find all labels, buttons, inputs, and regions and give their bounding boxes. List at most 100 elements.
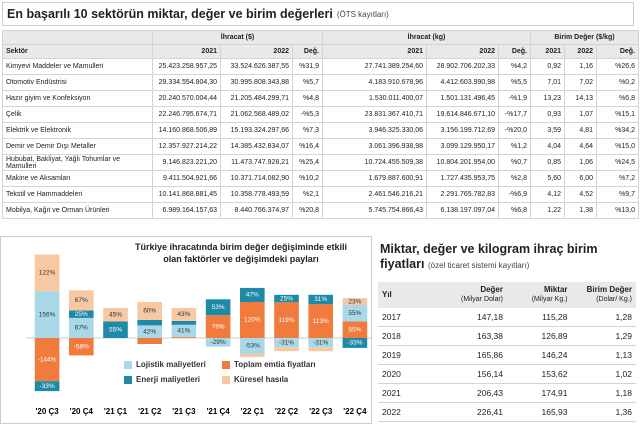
value-cell: -%5,3 — [292, 106, 323, 123]
value-cell: %7,2 — [596, 170, 639, 187]
value-cell: 10.358.778.493,59 — [220, 186, 293, 203]
value-cell: 5.745.754.866,43 — [322, 202, 427, 219]
value-label: -31% — [313, 339, 328, 346]
value-cell: 126,89 — [507, 326, 572, 346]
value-cell: 206,43 — [442, 383, 507, 403]
value-cell: %34,2 — [596, 122, 639, 139]
value-label: 25% — [75, 311, 88, 318]
value-label: 53% — [212, 304, 225, 311]
table-row: Mobilya, Kağıt ve Orman Ürünleri 6.989.16… — [2, 202, 639, 219]
bar-segment — [34, 254, 60, 292]
bar-segment — [205, 299, 231, 316]
value-cell: %26,6 — [596, 58, 639, 75]
bar-segment — [274, 338, 299, 348]
unit-table-title: Miktar, değer ve kilogram ihraç birim fi… — [380, 242, 636, 273]
value-cell: 115,28 — [507, 308, 572, 327]
value-cell: 14.160.868.506,89 — [152, 122, 221, 139]
value-cell: 1,16 — [564, 58, 597, 75]
unit-subtitle: (özel ticaret sistemi kayıtları) — [427, 261, 530, 270]
bar-segment — [274, 347, 299, 352]
bar-segment — [308, 347, 334, 352]
sector-cell: Kimyevi Maddeler ve Mamulleri — [2, 58, 153, 75]
value-cell: 0,92 — [530, 58, 565, 75]
sector-cell: Hububat, Bakliyat, Yağlı Tohumlar ve Mam… — [2, 154, 153, 171]
value-label: 113% — [313, 318, 329, 325]
value-cell: 1,38 — [564, 202, 597, 219]
x-tick-label: '21 Ç3 — [172, 407, 196, 416]
header-cell: Değ. — [292, 44, 323, 59]
bar-segment — [68, 317, 94, 338]
value-cell: 28.902.706.202,33 — [426, 58, 499, 75]
value-cell: -%17,7 — [498, 106, 531, 123]
bar-segment — [103, 308, 128, 322]
value-cell: %13,0 — [596, 202, 639, 219]
value-cell: 6,00 — [564, 170, 597, 187]
value-cell: %6,8 — [596, 90, 639, 107]
value-cell: 1,29 — [571, 326, 636, 346]
header-cell: 2022 — [220, 44, 293, 59]
year-cell: 2022 — [378, 402, 443, 422]
sector-cell: Çelik — [2, 106, 153, 123]
header-cell: Değer (Milyar Dolar) — [442, 282, 507, 308]
value-cell: %31,9 — [292, 58, 323, 75]
value-label: -31% — [279, 339, 294, 346]
bar-segment — [239, 338, 265, 354]
value-cell: 6.138.197.097,04 — [426, 202, 499, 219]
bar-segment — [274, 302, 299, 338]
chart: -144% 156% -33% 122% '20 Ç3 -58% 67% 25% 67% '20 … — [26, 254, 372, 416]
page-title: En başarılı 10 sektörün miktar, değer ve… — [7, 7, 333, 21]
bar-segment — [34, 338, 60, 382]
legend-swatch — [124, 376, 132, 384]
header-cell: Birim Değer (Dolar/ Kg.) — [571, 282, 636, 308]
x-tick-label: '22 Ç1 — [241, 407, 265, 416]
bar-segment — [308, 338, 334, 348]
table-row: 2022 226,41 165,93 1,36 — [378, 402, 636, 422]
header-cell: Yıl — [378, 282, 443, 308]
legend-label: Enerji maliyetleri — [136, 375, 200, 384]
value-label: -58% — [74, 343, 89, 350]
value-cell: 163,38 — [442, 326, 507, 346]
table-row: Elektrik ve Elektronik 14.160.868.506,89 1… — [2, 122, 639, 139]
value-cell: 3.061.396.938,98 — [322, 138, 427, 155]
value-label: 45% — [109, 311, 122, 318]
value-cell: 8.440.766.374,97 — [220, 202, 293, 219]
value-cell: %16,4 — [292, 138, 323, 155]
bar-segment — [137, 338, 163, 344]
value-cell: 10.724.455.509,38 — [322, 154, 427, 171]
value-label: 156% — [39, 311, 56, 318]
bar-segment — [239, 353, 265, 359]
bar-segment — [68, 310, 94, 318]
value-cell: 15.193.324.297,66 — [220, 122, 293, 139]
value-cell: %20,8 — [292, 202, 323, 219]
group-header: İhracat (kg) — [322, 30, 531, 45]
unit-body: 2017 147,18 115,28 1,28 2018 163,38 126,89 1,29… — [378, 308, 636, 422]
value-cell: %7,3 — [292, 122, 323, 139]
legend-swatch — [124, 361, 132, 369]
value-label: 119% — [278, 317, 294, 324]
value-cell: %10,2 — [292, 170, 323, 187]
value-cell: -%6,9 — [498, 186, 531, 203]
bar-segment — [137, 325, 163, 338]
value-cell: 12.357.927.214,22 — [152, 138, 221, 155]
bar-segment — [239, 287, 265, 302]
value-cell: 1.679.887.600,91 — [322, 170, 427, 187]
value-label: -33% — [347, 340, 362, 347]
x-tick-label: '21 Ç1 — [104, 407, 128, 416]
value-cell: 21.205.484.299,71 — [220, 90, 293, 107]
value-cell: 147,18 — [442, 308, 507, 327]
group-header: İhracat ($) — [152, 30, 323, 45]
sector-cell: Otomotiv Endüstrisi — [2, 74, 153, 91]
group-header: Birim Değer ($/kg) — [530, 30, 639, 45]
year-cell: 2019 — [378, 345, 443, 365]
value-cell: 6.989.164.157,63 — [152, 202, 221, 219]
value-cell: %15,0 — [596, 138, 639, 155]
value-cell: %4,2 — [498, 58, 531, 75]
value-cell: 156,14 — [442, 364, 507, 384]
value-cell: 1.501.131.496,45 — [426, 90, 499, 107]
x-tick-label: '22 Ç2 — [275, 407, 299, 416]
bar-segment — [34, 381, 60, 392]
value-cell: 4,52 — [564, 186, 597, 203]
bar-segment — [205, 338, 231, 347]
sector-cell: Elektrik ve Elektronik — [2, 122, 153, 139]
